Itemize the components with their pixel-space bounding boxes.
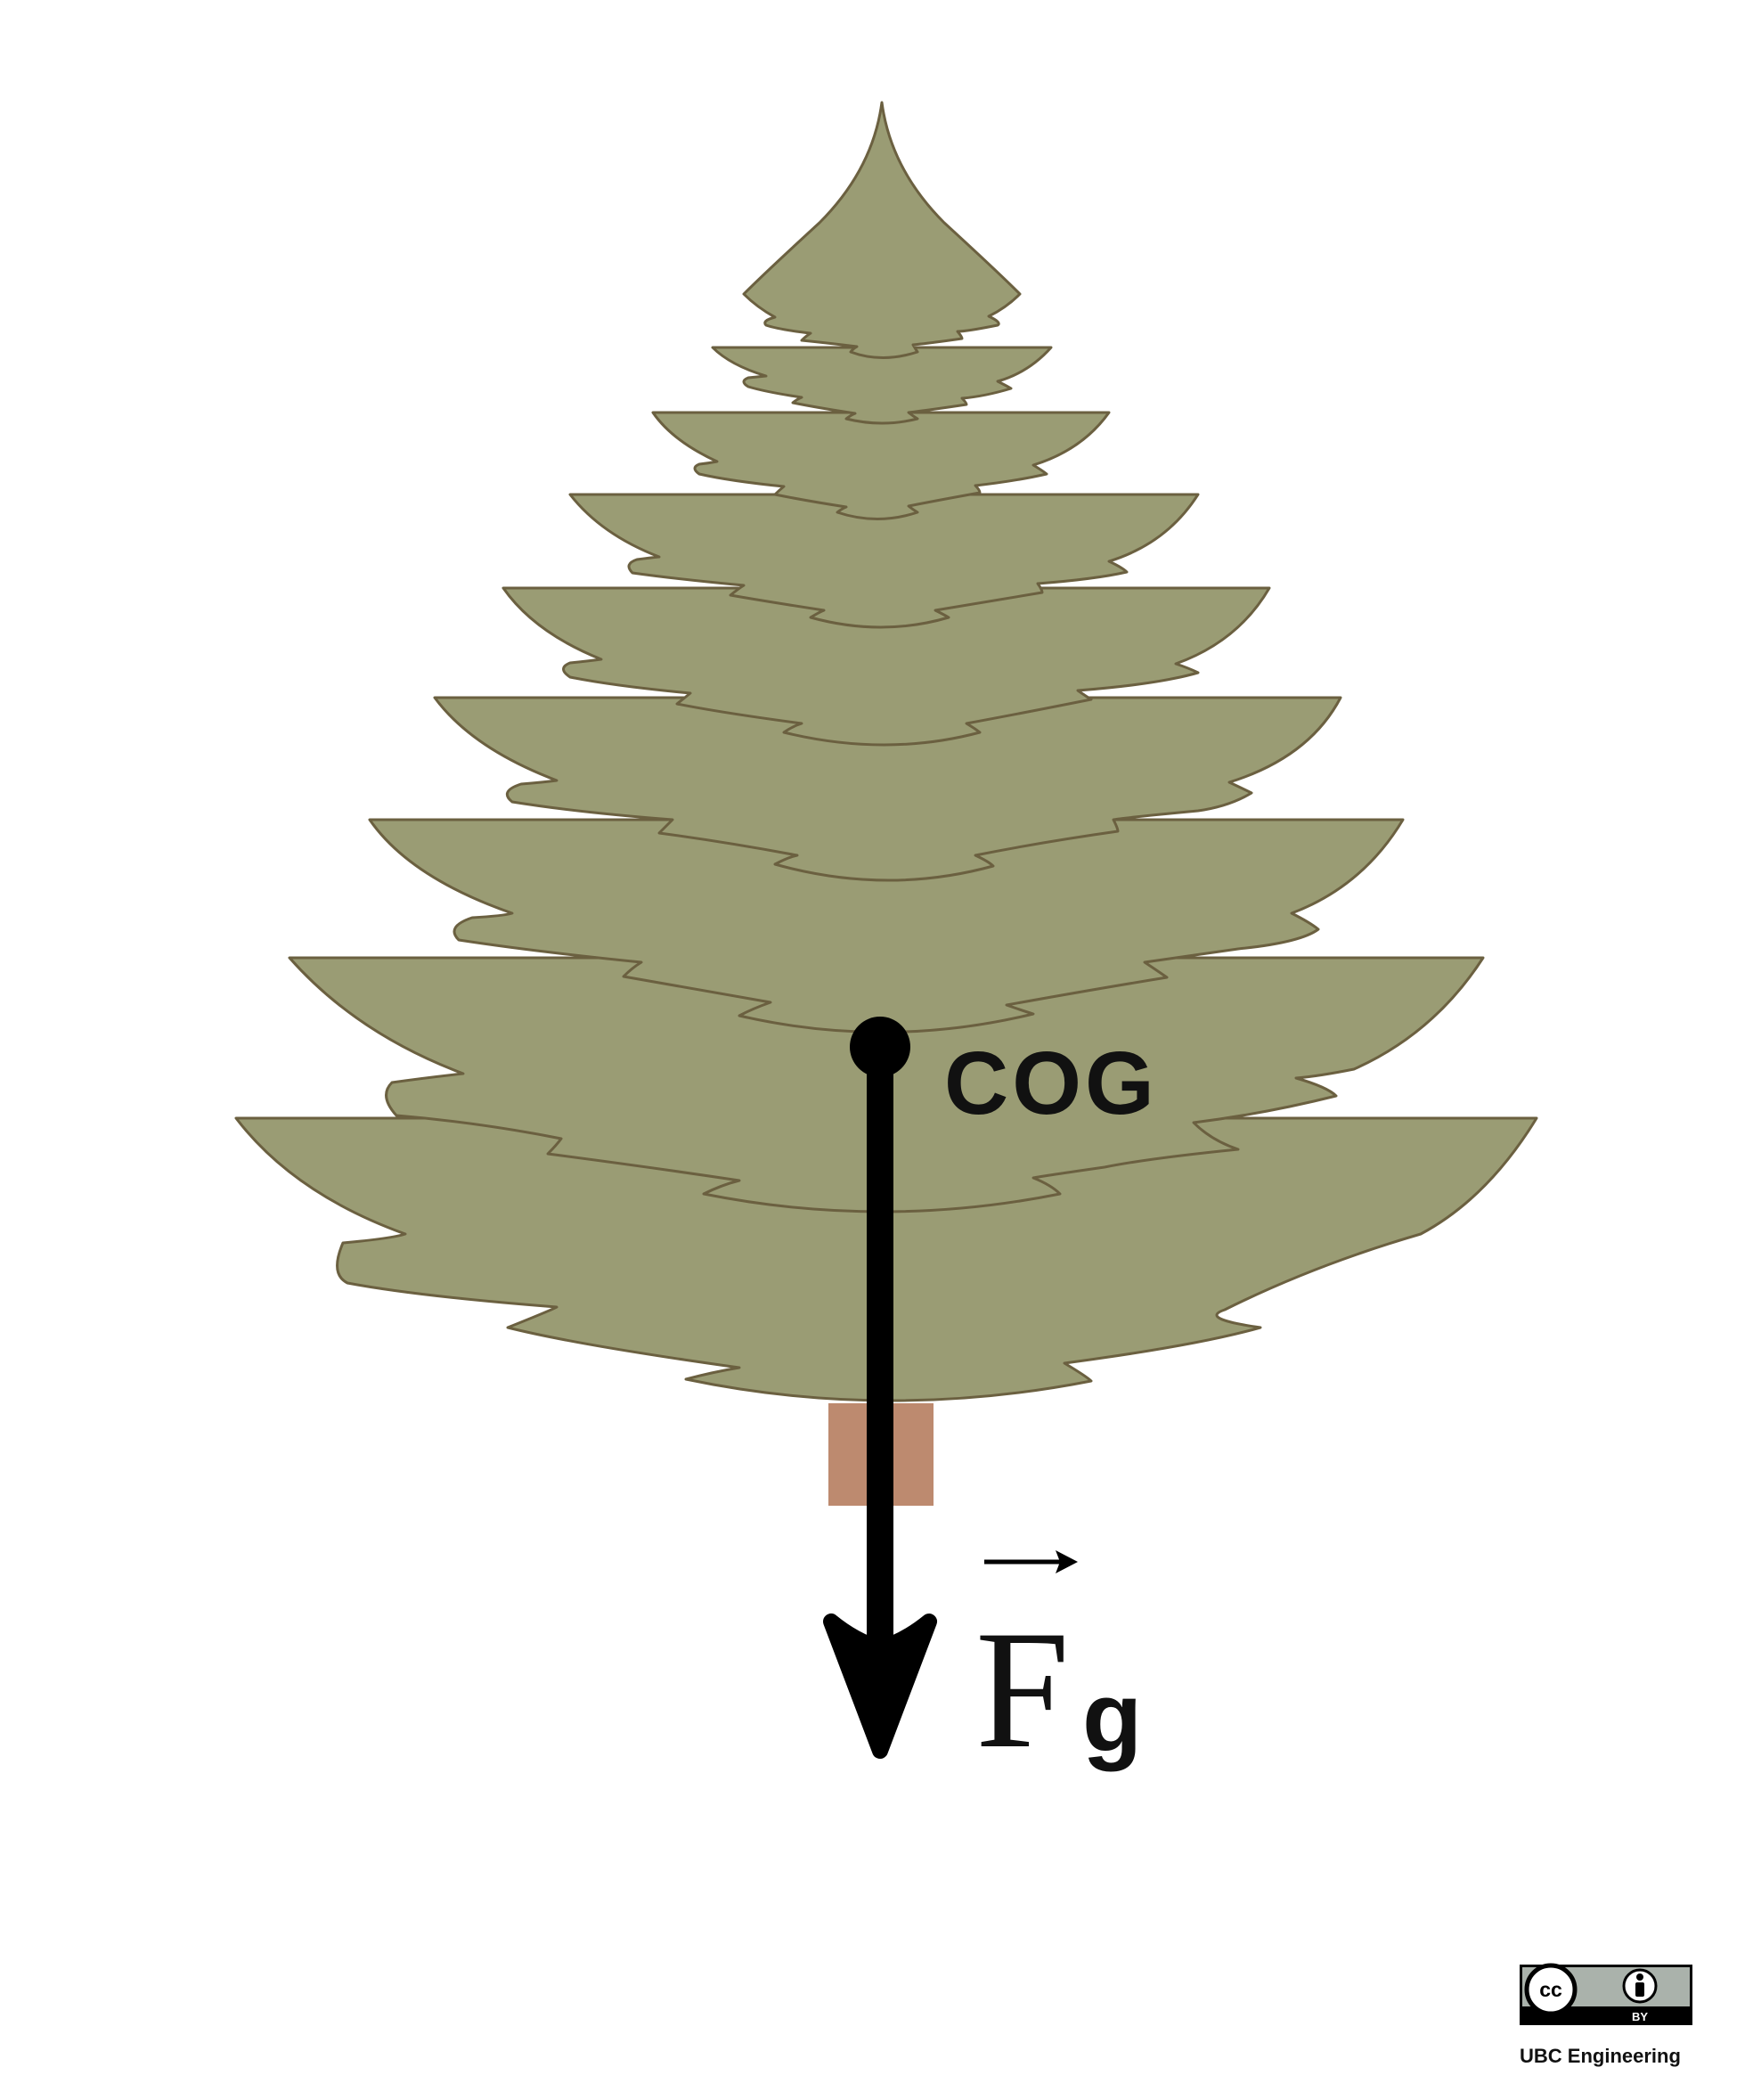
cc-icon bbox=[1524, 1963, 1578, 2016]
tree-tier-3 bbox=[651, 411, 1111, 520]
cc-by-license-badge: cc BY bbox=[1520, 1963, 1692, 2025]
cog-point bbox=[850, 1017, 910, 1077]
tree-tier-6 bbox=[433, 696, 1342, 882]
tree-tier-1 bbox=[742, 101, 1022, 359]
credit-text: UBC Engineering bbox=[1520, 2045, 1681, 2067]
vector-arrow-icon bbox=[984, 1550, 1078, 1573]
force-arrowhead bbox=[823, 1614, 937, 1759]
cc-by-text: BY bbox=[1632, 2010, 1648, 2023]
tree-tier-5 bbox=[501, 586, 1271, 747]
gravity-force-arrow bbox=[823, 1050, 937, 1759]
force-label: F g bbox=[975, 1550, 1142, 1784]
svg-text:cc: cc bbox=[1539, 1978, 1562, 2001]
attribution-person-icon bbox=[1622, 1968, 1658, 2004]
force-symbol: F bbox=[975, 1597, 1070, 1784]
force-subscript: g bbox=[1082, 1663, 1142, 1772]
cog-label: COG bbox=[944, 1034, 1158, 1133]
tree-foliage bbox=[234, 101, 1538, 1402]
tree-tier-4 bbox=[568, 493, 1200, 629]
tree-tier-2 bbox=[711, 346, 1053, 425]
